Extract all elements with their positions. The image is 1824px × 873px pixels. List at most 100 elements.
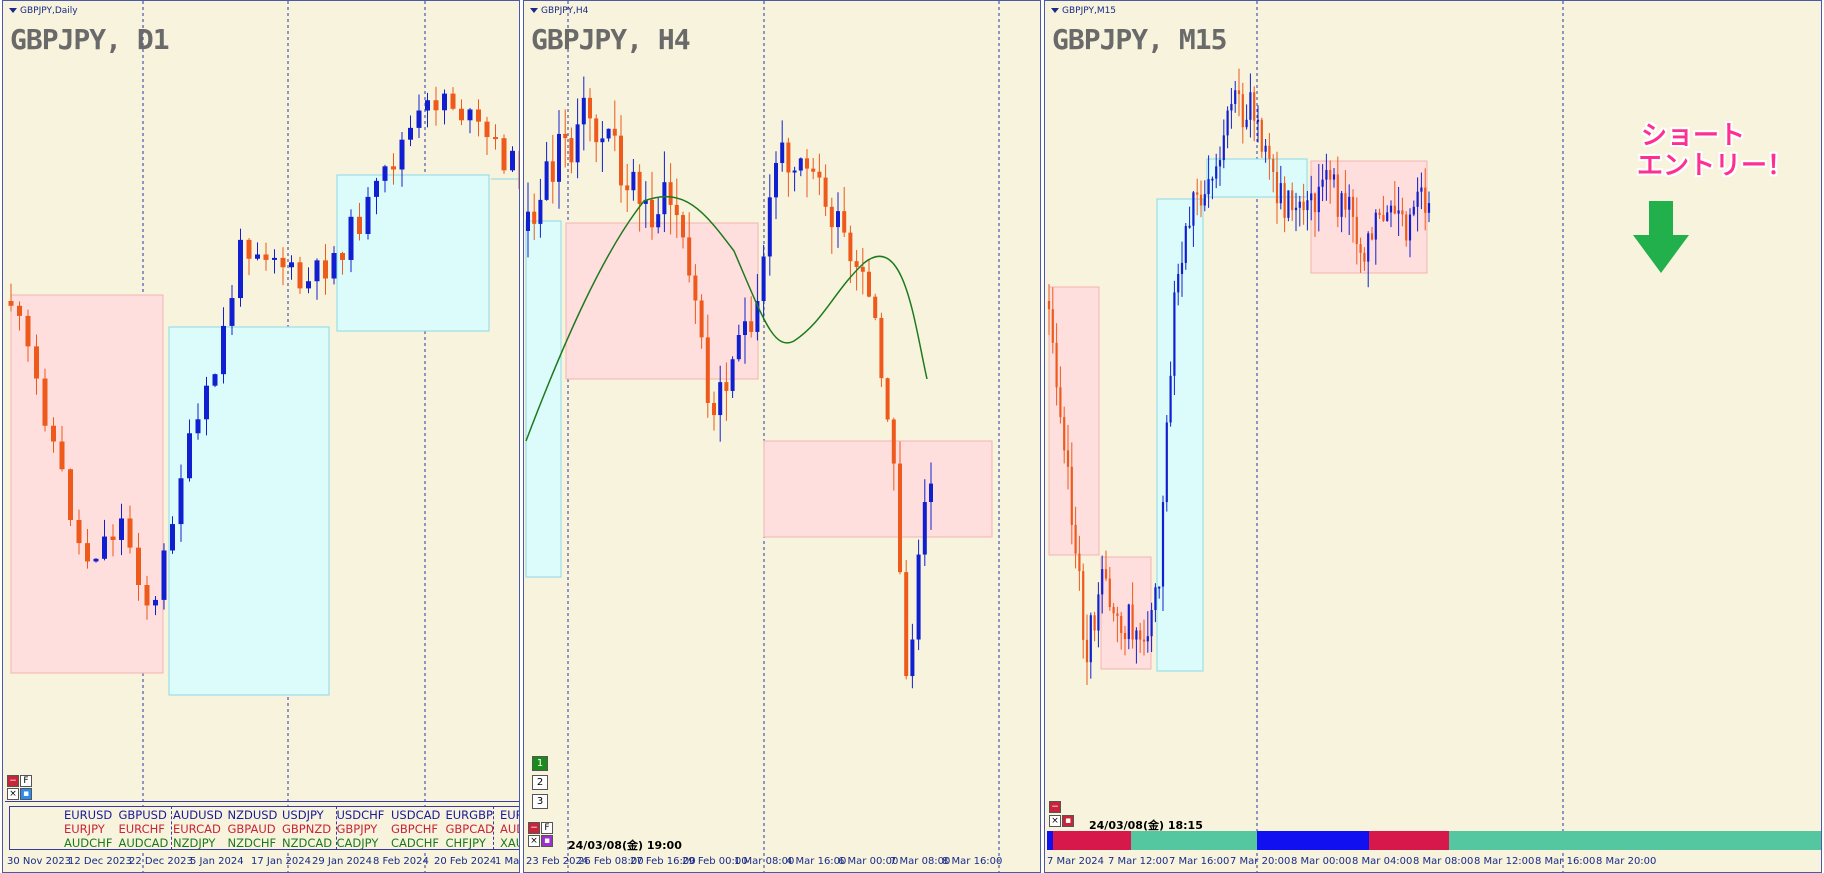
candle [280,257,286,268]
close-button[interactable]: × [528,835,540,847]
pair-usdjpy[interactable]: USDJPY [282,808,324,822]
candle [854,261,859,267]
triangle-down-icon[interactable] [530,8,538,13]
candle [1104,569,1108,579]
pair-gbpchf[interactable]: GBPCHF [391,822,439,836]
pair-audchf[interactable]: AUDCHF [64,836,113,850]
candle [416,110,422,128]
pair-chfjpy[interactable]: CHFJPY [445,836,486,850]
number-button-2[interactable]: 2 [532,775,548,790]
pair-nzdusd[interactable]: NZDUSD [227,808,278,822]
candle [255,254,260,259]
minimize-button[interactable]: − [1049,801,1061,813]
candle [1268,145,1271,159]
candle [1085,639,1089,663]
candle [594,118,599,143]
candlestick-chart-h4[interactable] [524,1,1041,873]
pair-usdchf[interactable]: USDCHF [336,808,385,822]
triangle-down-icon[interactable] [1051,8,1059,13]
f-button[interactable]: F [20,775,32,787]
pair-cadchf[interactable]: CADCHF [391,836,440,850]
candle [34,346,39,379]
candle [399,139,405,170]
supply-zone [1048,286,1100,556]
chart-window-d1[interactable]: GBPJPY,Daily GBPJPY, D1 − F × ▪ EURUSD GB… [2,0,520,873]
pair-eurusd[interactable]: EURUSD [64,808,113,822]
pair-eurcad[interactable]: EURCAD [173,822,221,836]
pair-separator [336,806,338,850]
candle [518,150,519,190]
candle [1355,216,1358,245]
candle [1093,615,1096,631]
pair-nzdcad[interactable]: NZDCAD [282,836,333,850]
pair-eurchf[interactable]: EURCHF [118,822,165,836]
annotation-line-2: エントリー！ [1637,151,1794,181]
x-axis-label: 8 Feb 2024 [373,856,429,867]
separator-line [5,801,519,802]
pair-audusd[interactable]: AUDUSD [173,808,223,822]
supply-zone [1100,556,1152,670]
x-axis-label: 8 Mar 16:00 [1535,856,1596,867]
f-button[interactable]: F [541,822,553,834]
candle [724,382,729,391]
x-axis-label: 8 Mar 20:00 [1596,856,1657,867]
blue-toggle-button[interactable]: ▪ [20,788,32,800]
candle [619,135,623,186]
pair-eurjpy[interactable]: EURJPY [64,822,105,836]
pair-gbpnzd[interactable]: GBPNZD [282,822,332,836]
candle [699,300,704,338]
candle [1230,103,1233,111]
close-button[interactable]: × [7,788,19,800]
symbol-title-h4: GBPJPY, H4 [531,23,691,56]
chart-window-m15[interactable]: GBPJPY,M15 GBPJPY, M15 ショート エントリー！ − × ▪… [1044,0,1822,873]
candle [1150,609,1153,637]
candle [1397,210,1400,214]
x-axis-label: 30 Nov 2023 [7,856,72,867]
pair-gbpusd[interactable]: GBPUSD [118,808,167,822]
number-button-3[interactable]: 3 [532,794,548,809]
pair-xauusd[interactable]: XAUUSD [500,836,519,850]
pair-audcad[interactable]: AUDCAD [118,836,169,850]
candle [681,215,685,238]
candle [743,321,747,336]
pair-eurgbp[interactable]: EURGBP [445,808,493,822]
minimize-button[interactable]: − [528,822,540,834]
pair-nzdjpy[interactable]: NZDJPY [173,836,216,850]
candle [1427,203,1431,213]
pair-usdcad[interactable]: USDCAD [391,808,441,822]
pair-cadjpy[interactable]: CADJPY [336,836,379,850]
candle [1401,210,1404,215]
pair-nzdchf[interactable]: NZDCHF [227,836,277,850]
candlestick-chart-m15[interactable] [1045,1,1822,873]
pair-audnzd[interactable]: AUDNZD [500,822,519,836]
candlestick-chart-d1[interactable] [3,1,520,873]
pair-gbpcad[interactable]: GBPCAD [445,822,495,836]
session-segment [1257,831,1369,850]
demand-zone [1156,198,1204,672]
candle [860,266,865,272]
candle [798,158,803,171]
pair-gbpjpy[interactable]: GBPJPY [336,822,378,836]
candle [916,554,921,640]
candle [631,171,636,191]
x-axis-label: 6 Mar 00:00 [838,856,899,867]
pair-euraud[interactable]: EURAUD [500,808,519,822]
candle [433,100,439,111]
chart-window-h4[interactable]: GBPJPY,H4 GBPJPY, H4 1 2 3 − F × ▪ 24/03… [523,0,1041,873]
candle [1135,630,1138,640]
minimize-button[interactable]: − [7,775,19,787]
triangle-down-icon[interactable] [9,8,17,13]
candle [1332,174,1336,180]
candle [1253,92,1256,121]
candle [1256,119,1260,122]
close-button[interactable]: × [1049,815,1061,827]
candle [425,100,430,111]
purple-toggle-button[interactable]: ▪ [541,835,553,847]
pair-gbpaud[interactable]: GBPAUD [227,822,276,836]
red-toggle-button[interactable]: ▪ [1062,815,1074,827]
candle [1329,169,1332,180]
candle [289,262,294,268]
candle [656,214,661,228]
number-button-1[interactable]: 1 [532,756,548,771]
x-axis-label: 22 Dec 2023 [129,856,193,867]
